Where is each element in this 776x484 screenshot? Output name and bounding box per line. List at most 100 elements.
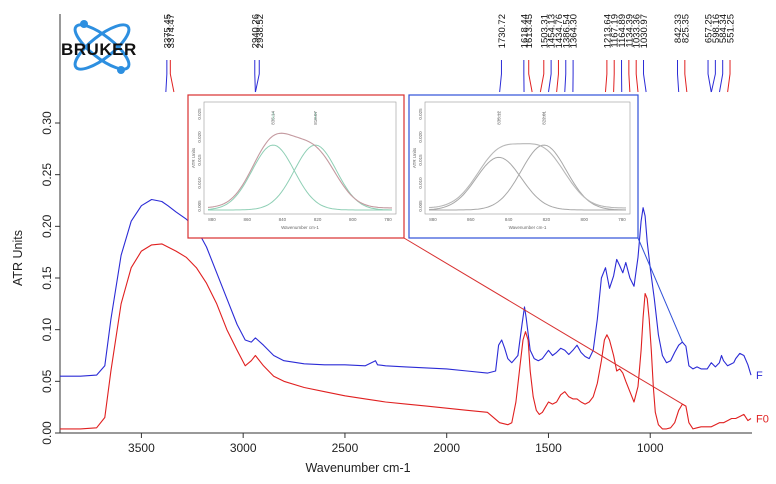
- inset-component-curve: [428, 156, 626, 211]
- y-tick-label: 0.20: [40, 214, 54, 238]
- inset-peak-label: 835.12: [496, 111, 501, 125]
- y-tick-label: 0.25: [40, 163, 54, 187]
- inset-component-curve: [429, 144, 626, 211]
- inset-x-tick-label: 880: [208, 217, 216, 222]
- inset-y-tick-label: 0.020: [418, 131, 423, 143]
- inset-panel: 880 860 840 820 800 780 0.005 0.010 0.015 0.020 0.…: [408, 94, 639, 239]
- series-line: [60, 243, 752, 430]
- peak-label-leader: [677, 60, 680, 93]
- peak-label-text: 1386.54: [561, 14, 572, 48]
- inset-peak-label: 835.14: [271, 111, 276, 125]
- y-axis-title: ATR Units: [11, 230, 25, 286]
- series-end-label: F: [756, 370, 763, 382]
- peak-label-leader: [548, 60, 552, 93]
- peak-label-leader: [628, 60, 631, 93]
- series-end-label: F0: [756, 414, 769, 426]
- peak-label-text: 584.34: [718, 14, 729, 43]
- inset-x-tick-label: 780: [618, 217, 626, 222]
- inset-panel: 880 860 840 820 800 780 0.005 0.010 0.015 0.020 0.…: [187, 94, 405, 239]
- peak-label-text: 3374.47: [166, 14, 177, 48]
- peak-label-leader: [165, 60, 168, 93]
- inset-connector-line: [637, 237, 683, 343]
- peak-label-leader: [635, 60, 639, 93]
- inset-x-tick-label: 820: [314, 217, 322, 222]
- inset-y-tick-label: 0.010: [418, 177, 423, 189]
- inset-x-tick-label: 880: [429, 217, 437, 222]
- inset-peak-label: 822.01: [541, 111, 546, 125]
- peak-label-leader: [727, 60, 731, 93]
- bruker-logo: BRUKER: [61, 20, 137, 74]
- inset-x-tick-label: 800: [580, 217, 588, 222]
- peak-label: 1033.36: [632, 14, 643, 93]
- y-tick-label: 0.15: [40, 266, 54, 290]
- peak-label-text: 1503.31: [539, 14, 550, 48]
- inset-x-tick-label: 800: [349, 217, 357, 222]
- peak-label-text: 1134.39: [624, 14, 635, 48]
- inset-y-title: ATR Units: [191, 147, 196, 168]
- peak-label: 551.25: [726, 14, 737, 93]
- peak-label-leader: [707, 60, 712, 93]
- inset-x-tick-label: 820: [543, 217, 551, 222]
- inset-x-title: Wavenumber cm-1: [281, 225, 319, 230]
- inset-y-tick-label: 0.005: [418, 200, 423, 212]
- peak-label-leader: [539, 60, 545, 93]
- peak-label-leader: [718, 60, 724, 93]
- peak-label: 842.33: [673, 14, 684, 93]
- peak-label: 1164.89: [617, 14, 628, 93]
- peak-label-leader: [710, 60, 716, 93]
- inset-x-tick-label: 840: [279, 217, 287, 222]
- peak-label-leader: [613, 60, 615, 93]
- peak-label-text: 1434.76: [554, 14, 565, 48]
- peak-label-text: 1033.36: [632, 14, 643, 48]
- x-tick-label: 2000: [433, 441, 460, 455]
- peak-label: 1503.31: [539, 14, 550, 93]
- peak-label: 825.35: [680, 14, 691, 93]
- x-tick-label: 1500: [535, 441, 562, 455]
- peak-label-text: 1364.30: [569, 14, 580, 48]
- inset-y-tick-label: 0.020: [197, 131, 202, 143]
- peak-label: 1730.72: [497, 14, 508, 93]
- peak-label: 1454.13: [547, 14, 558, 93]
- peak-label-text: 1454.13: [547, 14, 558, 48]
- peak-label: 1364.30: [569, 14, 580, 93]
- inset-x-tick-label: 860: [243, 217, 251, 222]
- inset-y-tick-label: 0.025: [197, 108, 202, 120]
- inset-plot-frame: [424, 101, 631, 215]
- inset-x-tick-label: 840: [505, 217, 513, 222]
- x-axis-title: Wavenumber cm-1: [305, 461, 410, 475]
- peak-label: 1030.97: [639, 14, 650, 93]
- peak-label-text: 1167.19: [610, 14, 621, 48]
- series-line: [60, 198, 752, 377]
- inset-y-tick-label: 0.010: [197, 177, 202, 189]
- inset-x-title: Wavenumber cm-1: [509, 225, 547, 230]
- peak-label: 598.16: [710, 14, 722, 93]
- peak-label-leader: [528, 60, 533, 93]
- peak-label: 1167.19: [610, 14, 621, 93]
- logo-text: BRUKER: [61, 40, 137, 59]
- peak-label-text: 1213.64: [602, 14, 613, 48]
- x-tick-label: 1000: [637, 441, 664, 455]
- peak-label-leader: [643, 60, 647, 93]
- peak-label-text: 842.33: [673, 14, 684, 43]
- inset-plot-frame: [203, 101, 397, 215]
- peak-label-leader: [604, 60, 608, 93]
- peak-label-text: 3375.45: [162, 14, 173, 48]
- peak-label-text: 825.35: [680, 14, 691, 43]
- inset-y-tick-label: 0.025: [418, 108, 423, 120]
- y-tick-label: 0.30: [40, 111, 54, 135]
- peak-label-text: 1164.89: [617, 14, 628, 48]
- peak-label-leader: [254, 60, 256, 93]
- peak-label-text: 1613.45: [524, 14, 535, 48]
- peak-label: 1618.44: [519, 14, 530, 93]
- x-tick-label: 3500: [128, 441, 155, 455]
- inset-component-curve: [208, 144, 392, 211]
- x-tick-label: 2500: [332, 441, 359, 455]
- peak-label-text: 2938.52: [255, 14, 266, 48]
- peak-label: 584.34: [718, 14, 729, 93]
- atom-orbit-icon: [73, 20, 131, 74]
- peak-label-text: 551.25: [726, 14, 737, 43]
- inset-peak-label: 818.07: [313, 111, 318, 125]
- peak-label-leader: [684, 60, 688, 93]
- inset-y-tick-label: 0.015: [197, 154, 202, 166]
